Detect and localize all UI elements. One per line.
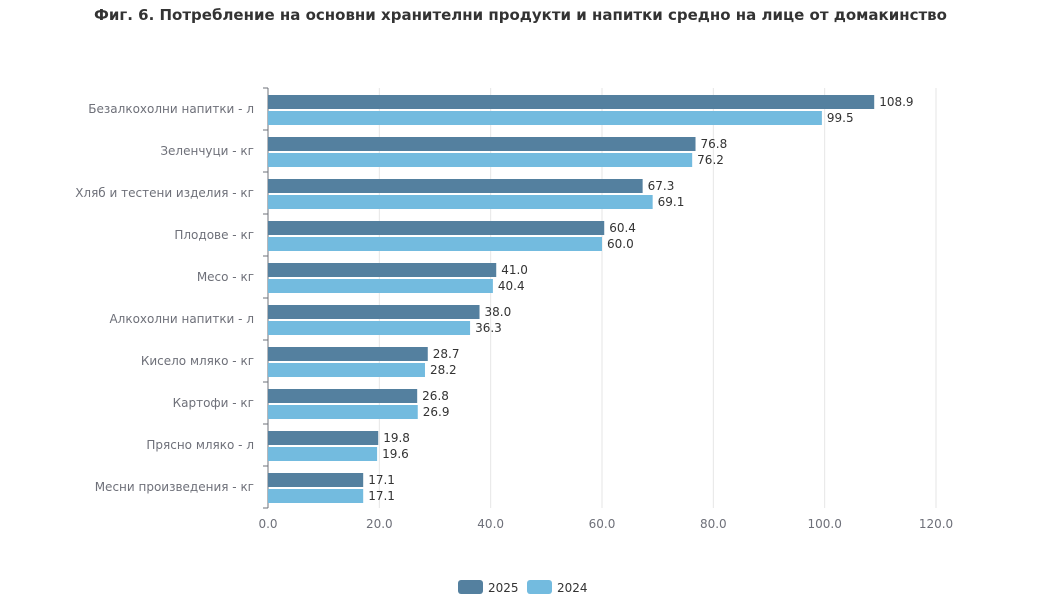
bar-2025	[268, 263, 497, 277]
bar-2024	[268, 153, 693, 167]
data-label: 76.2	[697, 153, 724, 167]
y-tick-label: Зеленчуци - кг	[160, 144, 254, 158]
bar-2024	[268, 489, 364, 503]
data-label: 38.0	[485, 305, 512, 319]
data-label: 26.8	[422, 389, 449, 403]
bar-2024	[268, 363, 425, 377]
y-tick-label: Кисело мляко - кг	[141, 354, 254, 368]
bar-2024	[268, 447, 378, 461]
legend-label: 2025	[488, 581, 519, 595]
data-label: 26.9	[423, 405, 450, 419]
chart-title: Фиг. 6. Потребление на основни хранителн…	[94, 6, 947, 24]
y-tick-label: Месни произведения - кг	[95, 480, 254, 494]
bar-2024	[268, 237, 602, 251]
data-label: 60.4	[609, 221, 636, 235]
bar-2024	[268, 405, 418, 419]
bar-2024	[268, 321, 471, 335]
bar-2025	[268, 347, 428, 361]
data-label: 36.3	[475, 321, 502, 335]
x-tick-label: 100.0	[807, 517, 841, 531]
bar-2025	[268, 95, 875, 109]
data-label: 28.2	[430, 363, 457, 377]
y-tick-label: Алкохолни напитки - л	[109, 312, 254, 326]
bar-2025	[268, 221, 605, 235]
bar-2025	[268, 431, 379, 445]
data-label: 19.8	[383, 431, 410, 445]
data-label: 19.6	[382, 447, 409, 461]
data-label: 60.0	[607, 237, 634, 251]
data-label: 40.4	[498, 279, 525, 293]
x-tick-label: 40.0	[477, 517, 504, 531]
bar-2025	[268, 389, 418, 403]
y-tick-label: Прясно мляко - л	[146, 438, 254, 452]
data-label: 17.1	[368, 489, 395, 503]
bar-2025	[268, 179, 643, 193]
bar-2024	[268, 279, 493, 293]
data-label: 67.3	[648, 179, 675, 193]
y-tick-label: Хляб и тестени изделия - кг	[75, 186, 254, 200]
x-tick-label: 60.0	[589, 517, 616, 531]
y-tick-label: Месо - кг	[197, 270, 254, 284]
x-tick-label: 120.0	[919, 517, 953, 531]
data-label: 17.1	[368, 473, 395, 487]
bar-2024	[268, 111, 822, 125]
x-tick-label: 0.0	[258, 517, 277, 531]
y-tick-label: Плодове - кг	[174, 228, 254, 242]
data-label: 69.1	[658, 195, 685, 209]
y-tick-label: Картофи - кг	[173, 396, 254, 410]
data-label: 28.7	[433, 347, 460, 361]
data-label: 41.0	[501, 263, 528, 277]
x-tick-label: 20.0	[366, 517, 393, 531]
legend-swatch-2025	[458, 580, 483, 594]
data-label: 108.9	[879, 95, 913, 109]
x-tick-label: 80.0	[700, 517, 727, 531]
data-label: 76.8	[701, 137, 728, 151]
data-label: 99.5	[827, 111, 854, 125]
bar-2025	[268, 305, 480, 319]
y-tick-label: Безалкохолни напитки - л	[88, 102, 254, 116]
bar-2024	[268, 195, 653, 209]
legend-label: 2024	[557, 581, 588, 595]
bar-2025	[268, 473, 364, 487]
bar-2025	[268, 137, 696, 151]
legend-swatch-2024	[527, 580, 552, 594]
